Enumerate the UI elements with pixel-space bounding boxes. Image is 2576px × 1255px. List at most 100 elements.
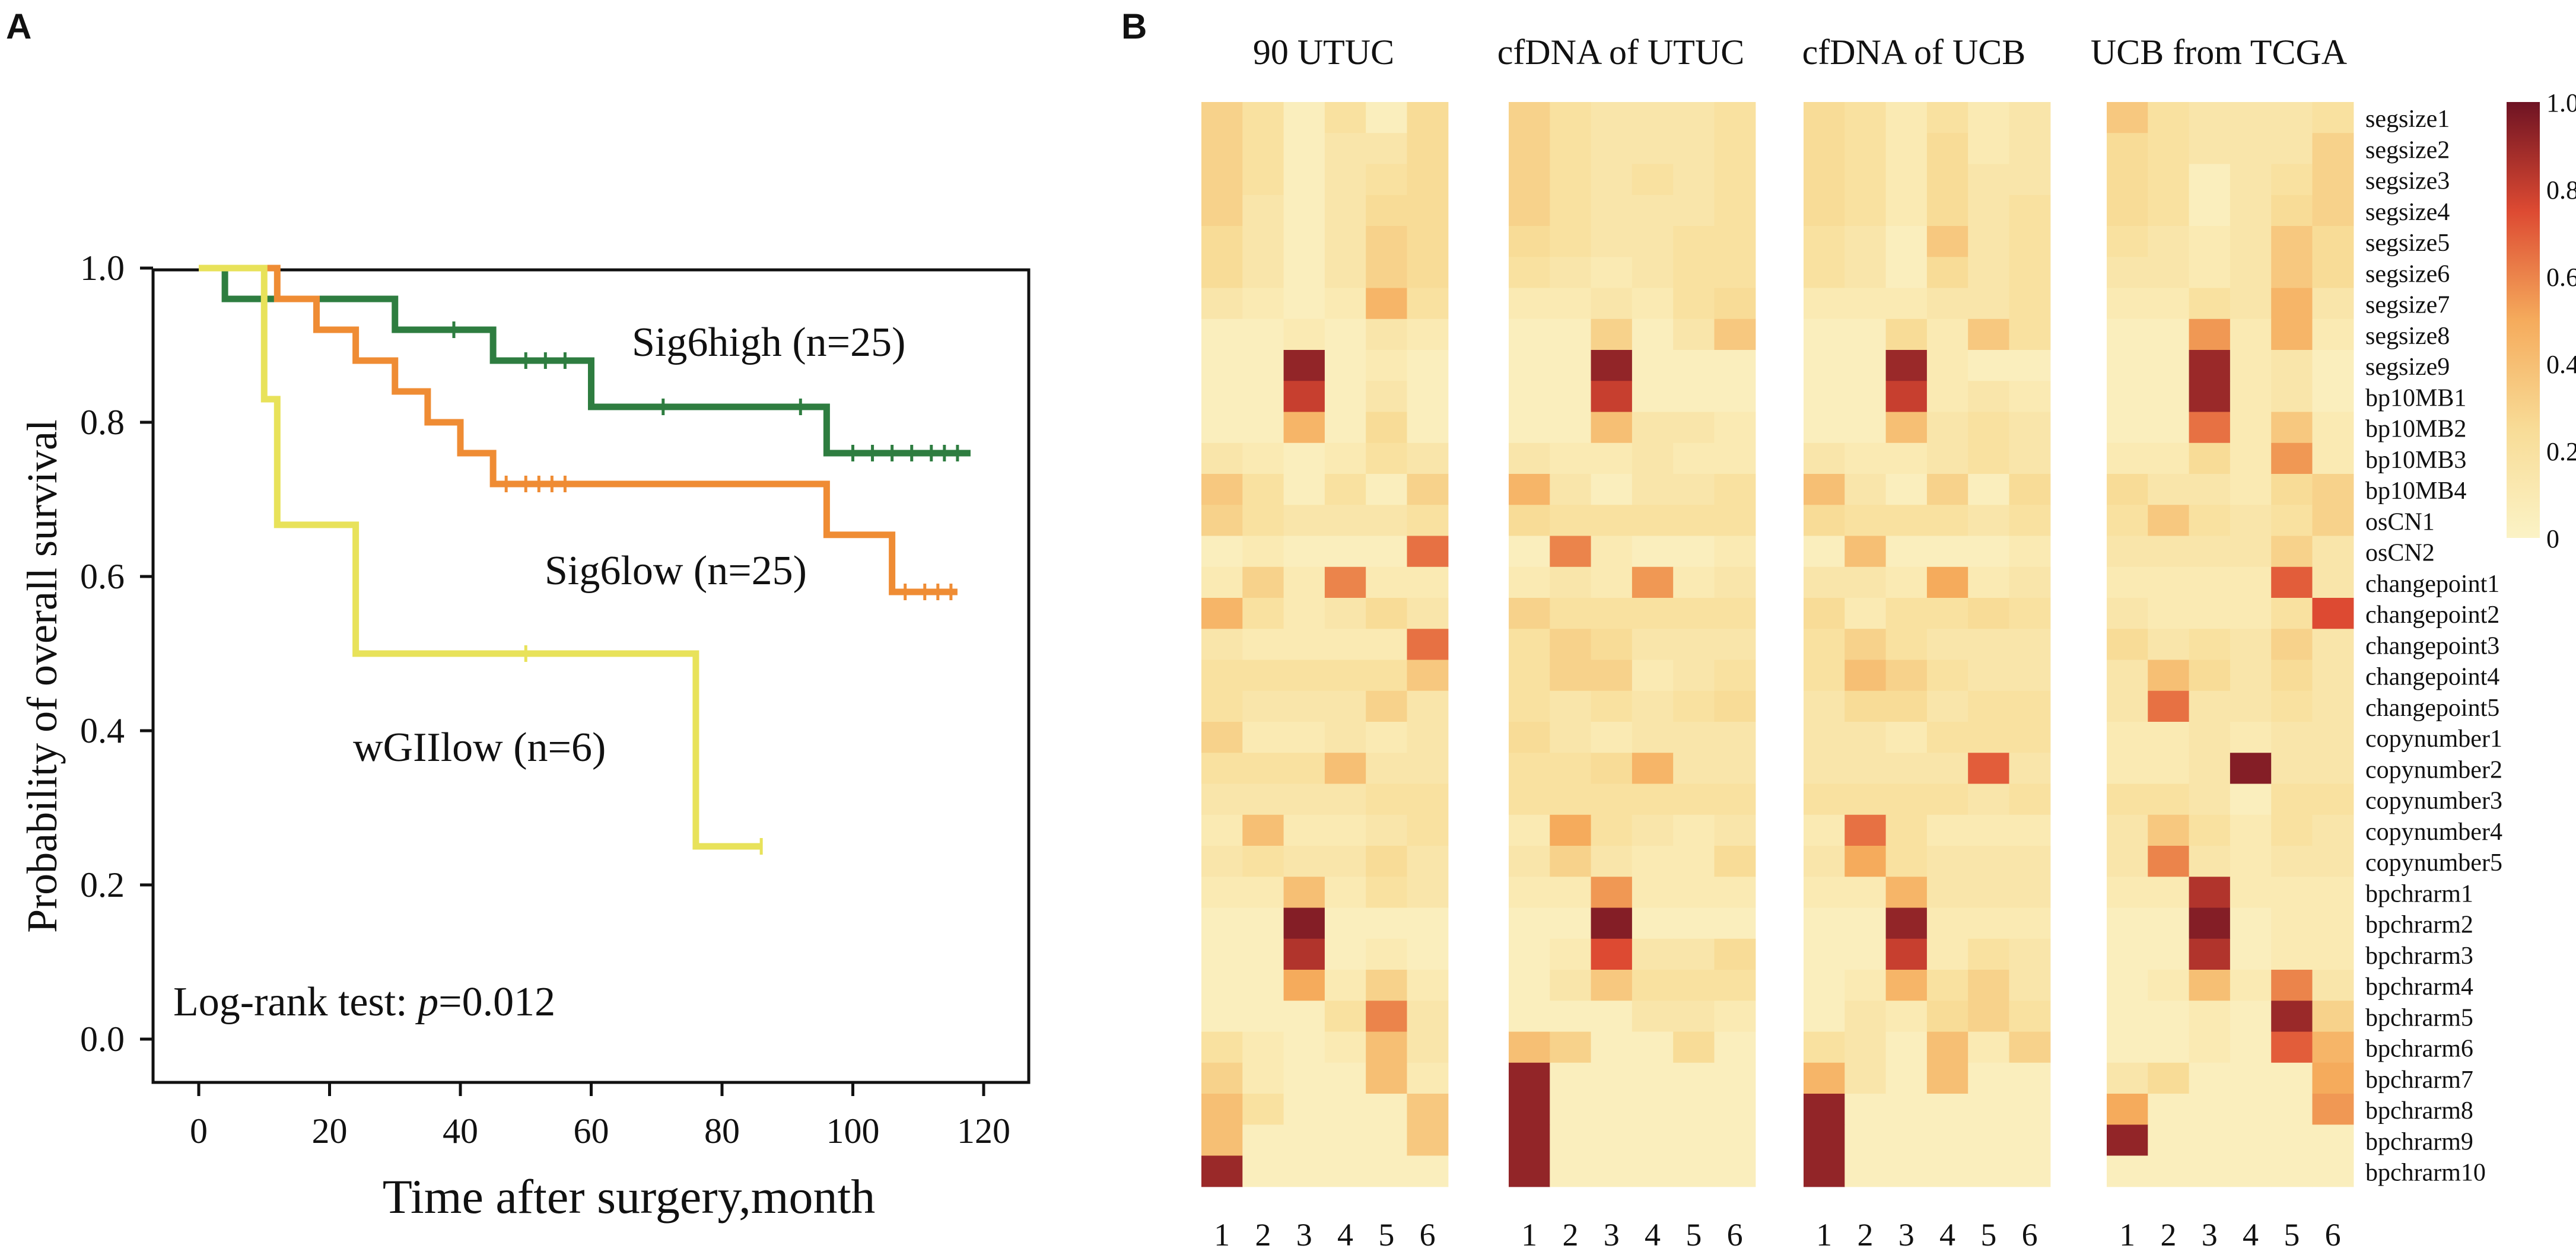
heatmap-cell bbox=[1673, 102, 1715, 133]
heatmap-cell bbox=[1968, 660, 2010, 692]
heatmap-column-label: 2 bbox=[1562, 1217, 1578, 1253]
heatmap-row-label: bpchrarm5 bbox=[2365, 1004, 2473, 1031]
heatmap-cell bbox=[2009, 938, 2051, 970]
heatmap-cell bbox=[1926, 566, 1968, 598]
heatmap-cell bbox=[1509, 1125, 1550, 1157]
heatmap-cell bbox=[1926, 412, 1968, 444]
km-ylabel: Probability of overall survival bbox=[18, 419, 66, 933]
heatmap-cell bbox=[1407, 288, 1449, 320]
heatmap-cell bbox=[1804, 690, 1845, 722]
heatmap-cell bbox=[2189, 350, 2231, 381]
heatmap-cell bbox=[2148, 1062, 2190, 1094]
heatmap-cell bbox=[1714, 350, 1756, 381]
heatmap-cell bbox=[1242, 1031, 1284, 1063]
heatmap-cell bbox=[2009, 877, 2051, 909]
heatmap-4 bbox=[2107, 102, 2354, 1187]
heatmap-cell bbox=[1242, 102, 1284, 133]
heatmap-cell bbox=[1283, 907, 1325, 939]
heatmap-cell bbox=[1926, 753, 1968, 785]
heatmap-cell bbox=[2009, 1155, 2051, 1187]
heatmap-cell bbox=[1968, 846, 2010, 877]
heatmap-cell bbox=[1632, 814, 1674, 846]
heatmap-cell bbox=[2009, 257, 2051, 289]
heatmap-cell bbox=[1550, 970, 1592, 1001]
heatmap-cell bbox=[2312, 164, 2354, 196]
heatmap-cell bbox=[1885, 846, 1928, 877]
heatmap-cell bbox=[1714, 226, 1756, 257]
heatmap-column-label: 6 bbox=[1727, 1217, 1743, 1253]
heatmap-cell bbox=[1714, 318, 1756, 351]
heatmap-cell bbox=[2271, 970, 2313, 1001]
heatmap-cell bbox=[2230, 226, 2272, 257]
heatmap-cell bbox=[2009, 753, 2051, 785]
heatmap-cell bbox=[1283, 1031, 1325, 1063]
heatmap-cell bbox=[2312, 412, 2354, 444]
heatmap-cell bbox=[1714, 722, 1756, 753]
heatmap-cell bbox=[2312, 566, 2354, 598]
heatmap-cell bbox=[1242, 690, 1284, 722]
heatmap-cell bbox=[1885, 164, 1928, 196]
heatmap-cell bbox=[2312, 226, 2354, 257]
heatmap-cell bbox=[1632, 133, 1674, 165]
heatmap-cell bbox=[2148, 753, 2190, 785]
heatmap-cell bbox=[1844, 505, 1887, 537]
heatmap-cell bbox=[1407, 598, 1449, 629]
heatmap-cell bbox=[1407, 1155, 1449, 1187]
heatmap-cell bbox=[1632, 877, 1674, 909]
heatmap-cell bbox=[1201, 660, 1243, 692]
heatmap-cell bbox=[2189, 195, 2231, 227]
heatmap-cell bbox=[2107, 1125, 2148, 1157]
heatmap-cell bbox=[1283, 257, 1325, 289]
km-chart: 0 20 40 60 80 100 120 0.0 0.2 0.4 0.6 0.8 1.0 Time a… bbox=[18, 249, 1031, 1224]
heatmap-cell bbox=[1926, 660, 1968, 692]
heatmap-cell bbox=[2312, 318, 2354, 351]
heatmap-cell bbox=[1509, 412, 1550, 444]
heatmap-cell bbox=[2189, 1031, 2231, 1063]
heatmap-cell bbox=[1407, 877, 1449, 909]
heatmap-cell bbox=[2230, 288, 2272, 320]
heatmap-cell bbox=[1926, 133, 1968, 165]
heatmap-cell bbox=[1201, 474, 1243, 505]
heatmap-column-label: 3 bbox=[2202, 1217, 2218, 1253]
heatmap-cell bbox=[2271, 1031, 2313, 1063]
heatmap-cell bbox=[1714, 412, 1756, 444]
heatmap-cell bbox=[2107, 970, 2148, 1001]
heatmap-cell bbox=[2148, 660, 2190, 692]
heatmap-cell bbox=[2312, 1155, 2354, 1187]
heatmap-cell bbox=[1632, 598, 1674, 629]
heatmap-cell bbox=[1366, 474, 1408, 505]
heatmap-cell bbox=[1632, 660, 1674, 692]
heatmap-cell bbox=[1509, 474, 1550, 505]
km-curve-3 bbox=[199, 265, 762, 850]
heatmap-cell bbox=[1242, 814, 1284, 846]
colorbar-tick-label: 0.4 bbox=[2546, 350, 2576, 379]
heatmap-cell bbox=[1366, 1125, 1408, 1157]
heatmap-row-label: osCN1 bbox=[2365, 508, 2435, 536]
heatmap-cell bbox=[1550, 133, 1592, 165]
heatmap-cell bbox=[1283, 753, 1325, 785]
heatmap-cell bbox=[1509, 505, 1550, 537]
heatmap-cell bbox=[1714, 195, 1756, 227]
heatmap-cell bbox=[2107, 629, 2148, 661]
heatmap-cell bbox=[1968, 1062, 2010, 1094]
heatmap-cell bbox=[1673, 1155, 1715, 1187]
heatmap-cell bbox=[2312, 381, 2354, 413]
heatmap-cell bbox=[1366, 381, 1408, 413]
heatmap-cell bbox=[1591, 412, 1633, 444]
heatmap-cell bbox=[2009, 970, 2051, 1001]
heatmap-cell bbox=[2107, 598, 2148, 629]
heatmap-cell bbox=[1926, 970, 1968, 1001]
heatmap-cell bbox=[2230, 350, 2272, 381]
heatmap-cell bbox=[2312, 938, 2354, 970]
heatmap-cell bbox=[1926, 1125, 1968, 1157]
heatmap-cell bbox=[1509, 753, 1550, 785]
heatmap-column-label: 2 bbox=[1255, 1217, 1271, 1253]
heatmap-cell bbox=[1885, 938, 1928, 970]
heatmap-cell bbox=[1550, 1094, 1592, 1125]
km-ytick-label: 0.4 bbox=[80, 711, 125, 750]
heatmap-cell bbox=[2009, 907, 2051, 939]
heatmap-cell bbox=[2271, 783, 2313, 816]
heatmap-cell bbox=[2312, 783, 2354, 816]
heatmap-cell bbox=[1550, 350, 1592, 381]
